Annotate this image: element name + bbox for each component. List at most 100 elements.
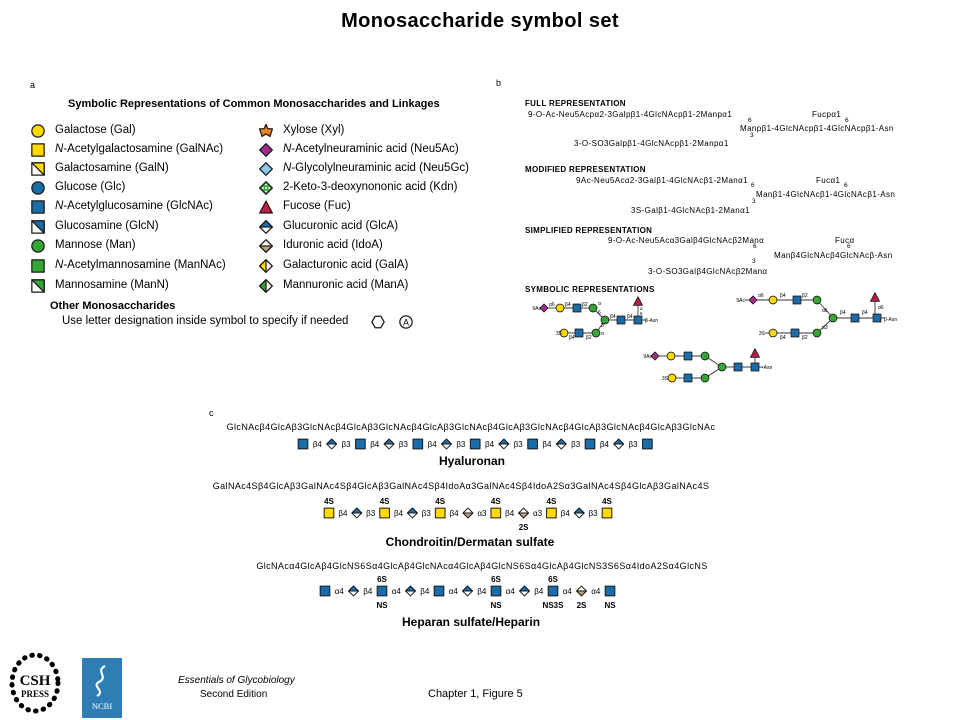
legend-label: N-Acetylglucosamine (GlcNAc) [55, 200, 213, 212]
svg-text:4S: 4S [491, 497, 501, 506]
svg-text:β3: β3 [589, 509, 599, 518]
book-title: Essentials of Glycobiology [178, 675, 295, 686]
other-monosaccharides-heading: Other Monosaccharides [50, 300, 176, 312]
svg-text:β4: β4 [780, 293, 786, 299]
full-representation-fucose: Fucpα1 [812, 110, 842, 119]
blue-top-diamond-icon [573, 507, 585, 519]
yellow-circle-icon [555, 303, 565, 313]
symbolic-structure-simplified: 9Ac 3S -Asn [634, 348, 790, 388]
blue-square-icon [792, 295, 802, 305]
modified-representation-fucose-6: 6 [844, 182, 848, 189]
ncbi-logo: NCBI [82, 658, 122, 718]
blue-top-diamond-icon [259, 220, 273, 234]
blue-square-icon [642, 438, 653, 450]
green-circle-icon [812, 295, 822, 305]
blue-square-icon [633, 315, 643, 325]
legend-label: N-Acetylneuraminic acid (Neu5Ac) [283, 143, 459, 155]
green-square-icon [31, 259, 45, 273]
legend-label: Iduronic acid (IdoA) [283, 239, 383, 251]
svg-text:β4: β4 [485, 440, 495, 449]
green-left-diamond-icon [259, 279, 273, 293]
blue-top-diamond-icon [351, 507, 363, 519]
gag-title: Hyaluronan [438, 454, 506, 468]
yellow-split-square-icon [31, 162, 45, 176]
other-monosaccharides-note: Use letter designation inside symbol to … [62, 315, 349, 327]
gag-diagram-heparan: α4 β4 6S NS α4 β4 α4 β4 6S NS α4 β4 6S NS3S α4 2S α4 NS [317, 571, 618, 611]
blue-top-diamond-icon [555, 438, 567, 450]
svg-text:4S: 4S [547, 497, 557, 506]
gag-title: Heparan sulfate/Heparin [401, 615, 541, 629]
blue-square-icon [790, 328, 800, 338]
svg-text:α3: α3 [822, 325, 828, 331]
svg-text:β4: β4 [394, 509, 404, 518]
full-representation-line-2: Manpβ1-4GlcNAcpβ1-4GlcNAcpβ1-Asn [740, 124, 894, 133]
svg-text:α4: α4 [563, 587, 573, 596]
svg-text:4S: 4S [435, 497, 445, 506]
yellow-left-diamond-icon [259, 259, 273, 273]
gag-title: Chondroitin/Dermatan sulfate [385, 535, 555, 549]
yellow-circle-icon [559, 328, 569, 338]
blue-square-icon [604, 585, 616, 597]
svg-text:α4: α4 [335, 587, 345, 596]
simplified-representation-branch-3: 3 [752, 258, 756, 265]
yellow-square-icon [434, 507, 446, 519]
yellow-square-icon [31, 143, 45, 157]
red-triangle-icon [750, 348, 760, 358]
green-circle-icon [828, 313, 838, 323]
tan-bottom-diamond-icon [518, 507, 530, 519]
svg-text:β4: β4 [505, 509, 515, 518]
legend-label: Fucose (Fuc) [283, 200, 351, 212]
white-hexagon-icon [371, 315, 385, 329]
svg-text:β4: β4 [565, 302, 571, 308]
svg-text:β4: β4 [420, 587, 430, 596]
blue-top-diamond-icon [383, 438, 395, 450]
green-split-square-icon [31, 279, 45, 293]
book-edition: Second Edition [200, 689, 268, 700]
svg-text:NS3S: NS3S [543, 601, 565, 610]
legend-label: Galactose (Gal) [55, 124, 136, 136]
blue-square-icon [469, 438, 481, 450]
purple-diamond-icon [539, 303, 549, 313]
svg-text:β4: β4 [542, 440, 552, 449]
green-circle-icon [31, 239, 45, 253]
blue-square-icon [750, 362, 760, 372]
svg-text:-Asn: -Asn [762, 365, 773, 371]
purple-diamond-icon [259, 143, 273, 157]
simplified-representation-fucose: Fucα [835, 236, 855, 245]
svg-text:α6: α6 [549, 302, 555, 308]
green-circle-icon [812, 328, 822, 338]
symbolic-representations-heading: SYMBOLIC REPRESENTATIONS [525, 285, 655, 294]
blue-top-diamond-icon [519, 585, 530, 597]
gag-sequence: GalNAc4Sβ4GlcAβ3GalNAc4Sβ4GlcAβ3GalNAc4S… [212, 481, 710, 491]
svg-text:4S: 4S [602, 497, 612, 506]
gag-diagram-hyaluronan: β4 β3 β4 β3 β4 β3 β4 β3 β4 β3 β4 β3 [295, 432, 655, 456]
green-circle-icon [700, 351, 710, 361]
green-circle-icon [600, 315, 610, 325]
yellow-square-icon [379, 507, 390, 519]
simplified-representation-line-3: 3-O-SO3Galβ4GlcNAcβ2Manα [648, 267, 768, 276]
svg-text:α6: α6 [758, 293, 764, 299]
svg-text:β3: β3 [514, 440, 524, 449]
svg-text:β4: β4 [600, 440, 610, 449]
ncbi-text: NCBI [92, 701, 112, 711]
svg-text:α4: α4 [392, 587, 402, 596]
blue-top-diamond-icon [498, 438, 510, 450]
red-triangle-icon [870, 292, 880, 302]
blue-square-icon [616, 315, 626, 325]
yellow-circle-icon [666, 351, 676, 361]
svg-text:β-Asn: β-Asn [884, 317, 897, 323]
legend-label: Mannose (Man) [55, 239, 136, 251]
svg-text:β2: β2 [586, 335, 592, 341]
gag-diagram-chondroitin: 4S β4 β3 4S β4 β3 4S β4 α3 4S β4 2S α3 4S β4 β3 4S [321, 493, 615, 533]
legend-label: N-Acetylgalactosamine (GalNAc) [55, 143, 224, 155]
svg-text:NS: NS [376, 601, 388, 610]
tan-bottom-diamond-icon [576, 585, 587, 597]
svg-text:6: 6 [598, 310, 601, 316]
green-circle-icon [588, 303, 598, 313]
page-title: Monosaccharide symbol set [341, 10, 619, 32]
svg-text:β4: β4 [610, 314, 616, 320]
yellow-square-icon [490, 507, 502, 519]
svg-text:β4: β4 [780, 335, 786, 341]
svg-text:α3: α3 [477, 509, 487, 518]
green-circle-icon [700, 373, 710, 383]
